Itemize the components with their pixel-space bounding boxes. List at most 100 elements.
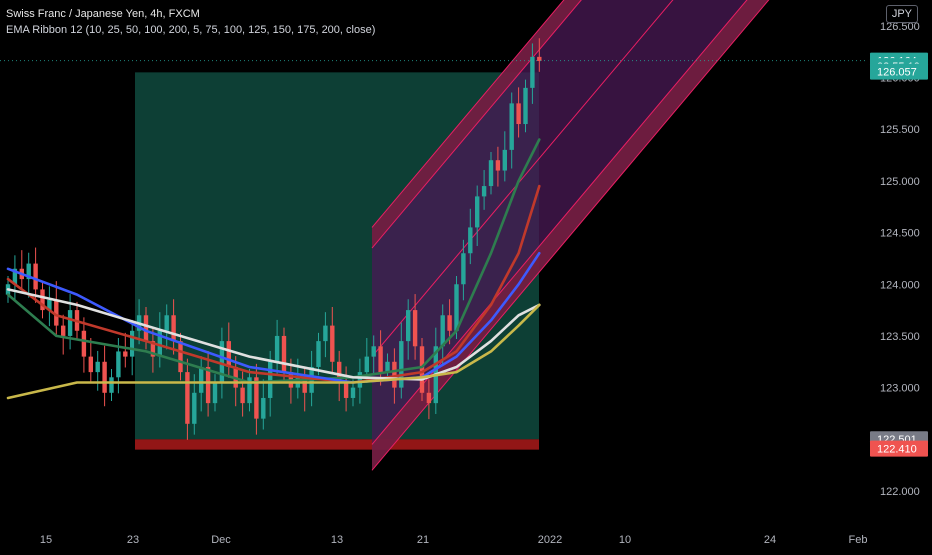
candle-body <box>226 341 231 367</box>
candle-body <box>495 160 501 171</box>
candle-body <box>412 310 418 347</box>
candle-body <box>254 377 259 419</box>
candle-body <box>516 103 521 125</box>
candle-body <box>419 346 425 393</box>
candle-body <box>247 377 252 404</box>
candle-body <box>523 87 528 125</box>
candle-body <box>392 361 397 388</box>
price-label-red: 122.410 <box>870 440 928 457</box>
candle-body <box>240 387 245 404</box>
candle-body <box>47 299 52 311</box>
time-tick-label: Dec <box>211 534 231 546</box>
candle-body <box>475 196 480 228</box>
candle-body <box>481 186 487 197</box>
price-label-text: 122.410 <box>877 444 917 456</box>
price-axis-panel <box>868 0 932 550</box>
candle-body <box>67 310 73 336</box>
candle-body <box>40 289 45 311</box>
time-tick-label: 13 <box>331 534 343 546</box>
price-label-ema: 126.057 <box>870 63 928 80</box>
candle-body <box>337 361 342 383</box>
time-tick-label: Feb <box>849 534 868 546</box>
candle-body <box>185 372 190 424</box>
candle-body <box>440 315 445 347</box>
chart-legend: Swiss Franc / Japanese Yen, 4h, FXCM EMA… <box>6 6 375 38</box>
ema-line-fast <box>6 138 541 384</box>
candle-body <box>316 341 321 367</box>
candle-body <box>302 377 307 393</box>
price-tick-label: 124.500 <box>880 228 920 240</box>
candle-body <box>26 263 31 280</box>
time-tick-label: 2022 <box>538 534 562 546</box>
candle-body <box>488 160 494 187</box>
candle-body <box>426 392 432 404</box>
candle-body <box>199 366 204 393</box>
candle-body <box>364 356 369 373</box>
candle-body <box>116 351 121 378</box>
currency-button[interactable]: JPY <box>885 5 918 23</box>
candle-body <box>343 382 349 398</box>
candle-body <box>212 382 218 404</box>
ema-line-yellow <box>6 303 541 400</box>
price-tick-label: 125.000 <box>880 176 920 188</box>
price-tick-label: 123.000 <box>880 383 920 395</box>
channel-lower-inner-line <box>371 0 748 445</box>
candle-body <box>274 335 280 362</box>
candle-body <box>88 356 93 373</box>
candle-body <box>81 330 87 357</box>
price-tick-label: 123.500 <box>880 331 920 343</box>
candle-body <box>164 315 169 331</box>
candle-body <box>205 366 211 404</box>
indicator-label[interactable]: EMA Ribbon 12 (10, 25, 50, 100, 200, 5, … <box>6 24 376 36</box>
candle-body <box>509 103 514 150</box>
candle-body <box>61 325 66 336</box>
candle-body <box>95 361 100 373</box>
price-tick-label: 122.000 <box>880 486 920 498</box>
price-label-bg <box>870 440 928 457</box>
candle-body <box>468 227 473 254</box>
candle-body <box>130 330 135 357</box>
price-label-bg <box>870 63 928 80</box>
candle-body <box>157 330 162 357</box>
time-tick-label: 10 <box>619 534 631 546</box>
candle-body <box>33 263 38 290</box>
candle-body <box>530 56 535 88</box>
candle-body <box>109 377 114 393</box>
candle-body <box>143 315 149 342</box>
price-label-text: 126.057 <box>877 67 917 79</box>
candle-body <box>192 392 197 424</box>
candle-body <box>150 341 156 357</box>
ema-ribbon-layer <box>0 60 868 400</box>
candle-body <box>330 325 335 362</box>
symbol-title[interactable]: Swiss Franc / Japanese Yen, 4h, FXCM <box>6 8 200 20</box>
candle-body <box>502 149 507 171</box>
candle-body <box>406 310 411 342</box>
candle-body <box>123 351 128 357</box>
time-tick-label: 15 <box>40 534 52 546</box>
channel-top-line <box>371 0 565 228</box>
candle-body <box>357 372 363 388</box>
candle-body <box>54 299 59 326</box>
candle-body <box>219 341 225 383</box>
channel-center-line <box>371 0 674 357</box>
price-tick-label: 124.000 <box>880 279 920 291</box>
candle-body <box>399 341 404 388</box>
channel-upper-inner-line <box>371 0 582 249</box>
time-axis-panel <box>0 522 932 550</box>
candle-body <box>447 315 452 331</box>
price-tick-label: 125.500 <box>880 124 920 136</box>
time-tick-label: 23 <box>127 534 139 546</box>
candle-body <box>350 387 356 398</box>
candle-body <box>323 325 328 342</box>
candle-body <box>268 361 273 398</box>
candle-body <box>281 335 287 373</box>
ema-line-white <box>6 288 541 381</box>
time-tick-label: 24 <box>764 534 776 546</box>
price-tick-label: 126.500 <box>880 21 920 33</box>
candle-body <box>171 315 176 342</box>
candle-body <box>178 341 183 373</box>
candle-body <box>102 361 107 393</box>
